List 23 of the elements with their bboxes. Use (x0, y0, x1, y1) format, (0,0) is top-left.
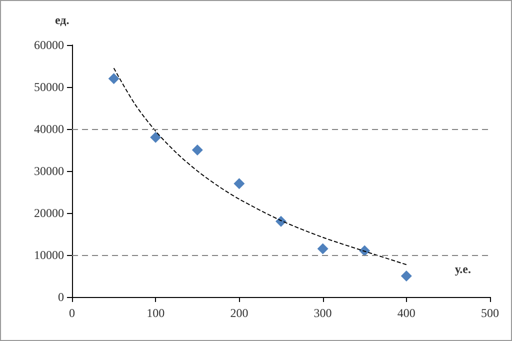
point (317, 243, 328, 254)
point (192, 144, 203, 156)
x-tick-label: 400 (397, 306, 416, 320)
y-tick-label: 60000 (34, 38, 64, 52)
x-axis-title: у.е. (454, 262, 471, 276)
x-tick-label: 500 (481, 306, 499, 320)
x-tick-label: 100 (146, 306, 165, 320)
y-tick-label: 30000 (34, 164, 64, 178)
x-tick-label: 200 (230, 306, 248, 320)
point (276, 216, 286, 227)
x-tick-label: 0 (69, 306, 75, 320)
point (234, 178, 245, 190)
x-tick-label: 300 (314, 306, 332, 320)
y-tick-label: 20000 (34, 206, 64, 220)
point (400, 270, 412, 282)
point (108, 73, 120, 84)
y-tick-label: 40000 (34, 122, 64, 136)
point (150, 132, 162, 143)
y-tick-label: 50000 (34, 80, 64, 94)
y-tick-label: 10000 (34, 248, 64, 262)
y-axis-title: ед. (55, 13, 70, 27)
y-tick-label: 0 (58, 290, 64, 304)
line-series (113, 68, 407, 266)
